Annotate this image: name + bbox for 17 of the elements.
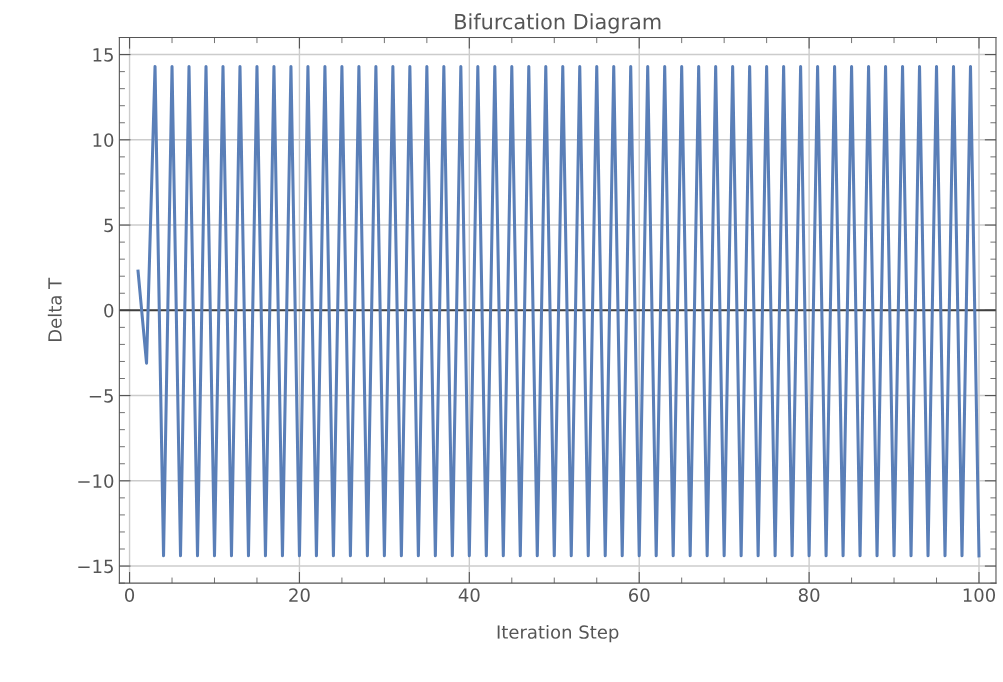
chart-title: Bifurcation Diagram [455,13,661,34]
y-tick-label: −5 [89,389,113,403]
x-tick-label: 40 [458,588,480,602]
x-tick-label: 20 [289,588,310,602]
y-tick-label: −15 [78,559,113,574]
y-tick-label: 15 [93,48,113,62]
x-tick-label: 60 [628,588,650,602]
x-tick-label: 80 [798,588,820,602]
y-tick-label: 0 [104,303,114,318]
x-axis-title: Iteration Step [497,624,619,643]
y-tick-label: 10 [93,133,114,147]
x-tick-label: 100 [963,588,996,602]
y-tick-label: −10 [78,474,114,488]
y-axis-title: Delta T [47,277,62,342]
line-series [136,64,981,558]
y-tick-label: 5 [104,218,113,233]
x-tick-label: 0 [125,588,135,602]
